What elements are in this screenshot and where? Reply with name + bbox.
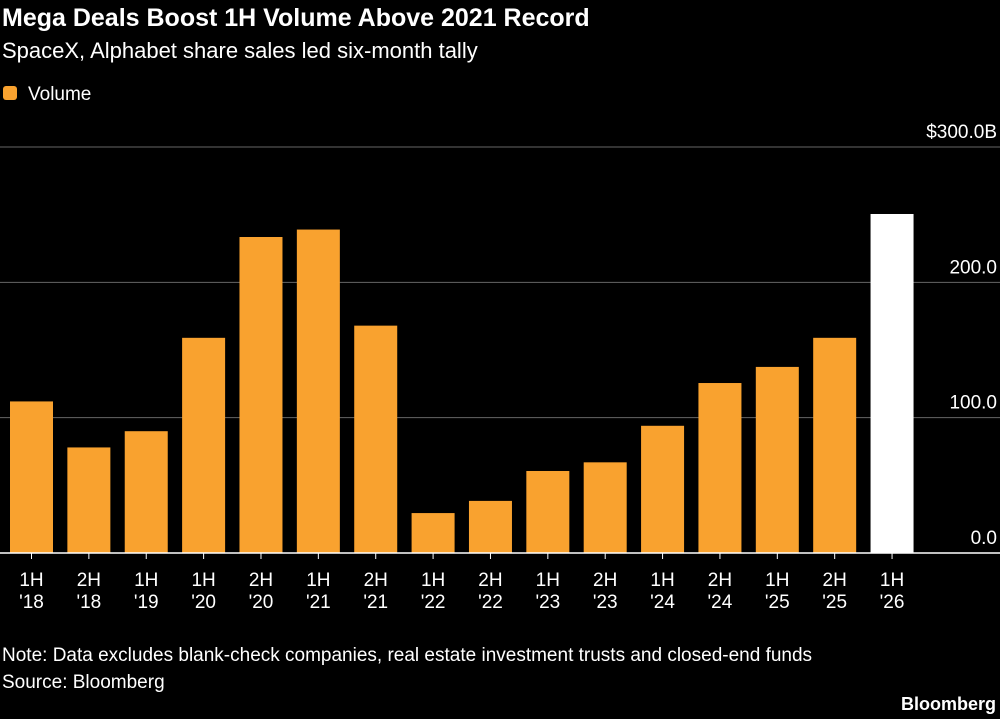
y-tick-label: 200.0 <box>949 257 997 278</box>
y-tick-label: $300.0B <box>926 122 997 143</box>
legend-swatch <box>3 86 17 100</box>
x-tick-label: 1H '18 <box>19 570 44 613</box>
chart-subtitle: SpaceX, Alphabet share sales led six-mon… <box>2 38 478 63</box>
brand: Bloomberg <box>901 694 996 714</box>
x-tick-label: 1H '21 <box>306 570 331 613</box>
x-tick-label: 1H '26 <box>880 570 905 613</box>
bar <box>67 447 111 553</box>
x-tick-label: 2H '20 <box>249 570 274 613</box>
x-tick-label: 2H '21 <box>363 570 388 613</box>
x-tick-label: 1H '23 <box>535 570 560 613</box>
x-tick-label: 1H '19 <box>134 570 159 613</box>
x-tick-label: 2H '25 <box>822 570 847 613</box>
x-tick-label: 2H '22 <box>478 570 503 613</box>
y-tick-label: 100.0 <box>949 393 997 414</box>
bar <box>10 401 53 553</box>
bar <box>870 213 914 554</box>
legend-label: Volume <box>28 84 91 105</box>
bar <box>354 325 398 553</box>
bar <box>526 470 570 553</box>
chart-title: Mega Deals Boost 1H Volume Above 2021 Re… <box>2 4 590 32</box>
source: Source: Bloomberg <box>2 672 165 693</box>
bar <box>641 425 685 553</box>
x-tick-label: 2H '24 <box>708 570 733 613</box>
note: Note: Data excludes blank-check companie… <box>2 645 812 666</box>
bar <box>296 229 340 553</box>
x-tick-label: 1H '20 <box>191 570 216 613</box>
bar <box>755 366 799 553</box>
bar <box>124 431 168 553</box>
bar <box>698 383 742 553</box>
bar <box>411 513 455 553</box>
y-tick-label: 0.0 <box>971 528 997 549</box>
bar <box>468 500 512 553</box>
x-tick-label: 2H '23 <box>593 570 618 613</box>
bar <box>182 337 226 553</box>
bar <box>583 462 627 553</box>
x-tick-label: 2H '18 <box>76 570 101 613</box>
x-tick-label: 1H '24 <box>650 570 675 613</box>
bar <box>239 236 283 553</box>
x-tick-label: 1H '25 <box>765 570 790 613</box>
x-tick-label: 1H '22 <box>421 570 446 613</box>
bar <box>813 337 857 553</box>
